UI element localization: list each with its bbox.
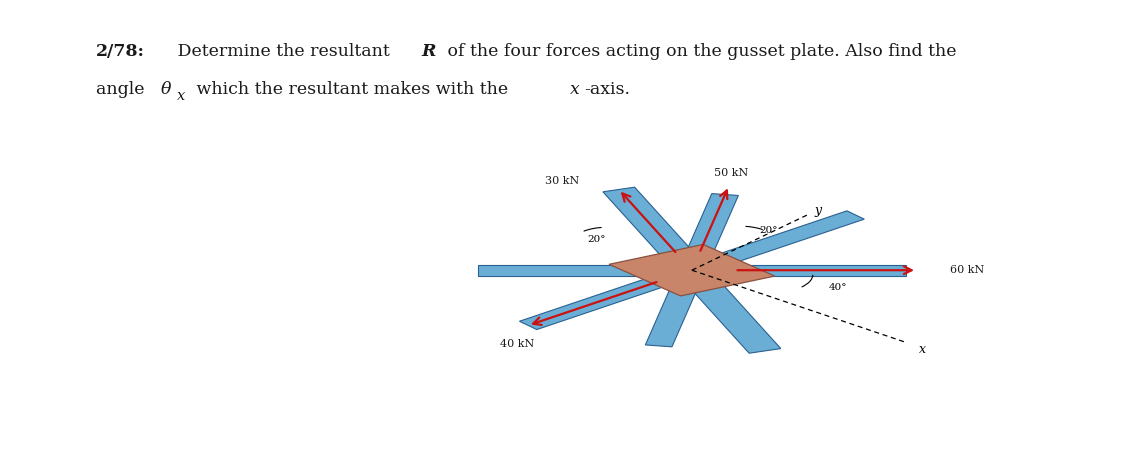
Polygon shape bbox=[603, 188, 781, 354]
Text: x: x bbox=[177, 89, 184, 103]
Text: x: x bbox=[570, 81, 580, 98]
Text: -axis.: -axis. bbox=[584, 81, 630, 98]
Text: 50 kN: 50 kN bbox=[714, 168, 748, 178]
Polygon shape bbox=[646, 194, 738, 347]
Polygon shape bbox=[478, 265, 906, 276]
Text: 2/78:: 2/78: bbox=[96, 43, 145, 60]
Text: of the four forces acting on the gusset plate. Also find the: of the four forces acting on the gusset … bbox=[442, 43, 956, 60]
Text: θ: θ bbox=[161, 81, 171, 98]
Polygon shape bbox=[520, 212, 864, 330]
Text: x: x bbox=[919, 342, 926, 355]
Text: 30 kN: 30 kN bbox=[546, 175, 579, 185]
Text: angle: angle bbox=[96, 81, 150, 98]
Text: which the resultant makes with the: which the resultant makes with the bbox=[191, 81, 514, 98]
Text: 60 kN: 60 kN bbox=[951, 265, 984, 275]
Text: 20°: 20° bbox=[759, 226, 777, 235]
Text: y: y bbox=[814, 204, 822, 216]
Polygon shape bbox=[609, 245, 775, 296]
Text: 40 kN: 40 kN bbox=[500, 338, 534, 348]
Text: 20°: 20° bbox=[587, 235, 605, 244]
Text: R: R bbox=[422, 43, 436, 60]
Text: Determine the resultant: Determine the resultant bbox=[172, 43, 395, 60]
Text: 40°: 40° bbox=[829, 282, 847, 291]
